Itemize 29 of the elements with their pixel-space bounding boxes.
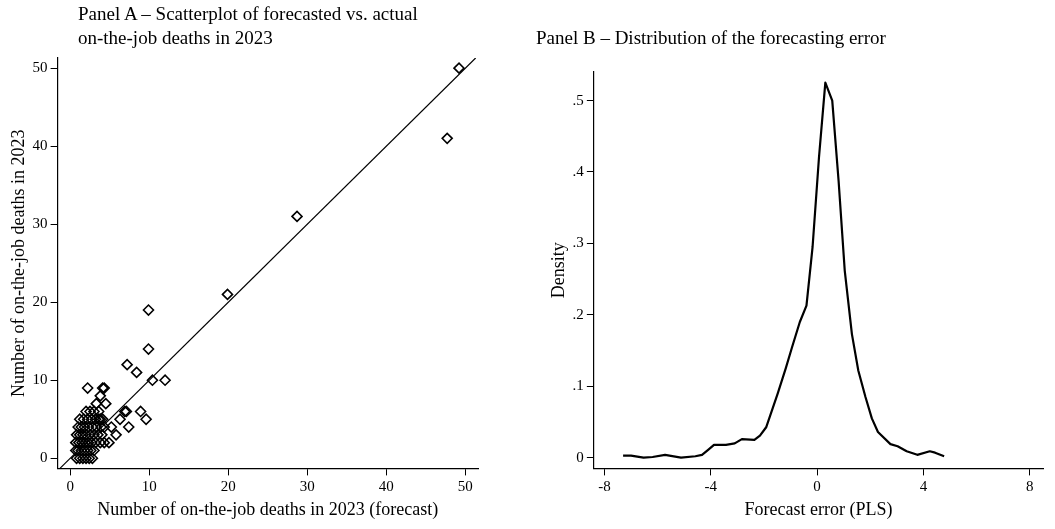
x-tick-label: 0	[813, 478, 821, 495]
x-tick-label: 10	[141, 478, 157, 495]
x-tick-label: 0	[66, 478, 74, 495]
x-tick-label: -8	[598, 478, 611, 495]
y-tick-label: 10	[32, 371, 48, 388]
y-tick-label: 30	[32, 215, 48, 232]
x-tick-label: 20	[220, 478, 236, 495]
y-tick-label: 50	[32, 59, 48, 76]
y-tick-label: 40	[32, 137, 48, 154]
y-axis-title: Number of on-the-job deaths in 2023	[7, 129, 28, 397]
y-tick-label: .4	[572, 162, 585, 179]
y-tick-label: 20	[32, 293, 48, 310]
y-axis-title: Density	[547, 242, 568, 299]
x-tick-label: 8	[1025, 478, 1034, 495]
x-axis-title: Number of on-the-job deaths in 2023 (forecast)	[97, 498, 439, 520]
x-axis-title: Forecast error (PLS)	[744, 498, 893, 520]
y-tick-label: .2	[572, 305, 584, 322]
y-tick-label: .1	[572, 377, 584, 394]
y-tick-label: 0	[40, 449, 48, 466]
x-tick-label: -4	[704, 478, 718, 495]
chart-title: Panel B – Distribution of the forecasting error	[536, 26, 887, 50]
y-tick-label: .3	[572, 234, 584, 251]
y-tick-label: 0	[576, 448, 584, 465]
y-tick-label: .5	[572, 91, 584, 108]
x-tick-label: 30	[299, 478, 315, 495]
x-tick-label: 4	[919, 478, 928, 495]
chart-title: Panel A – Scatterplot of forecasted vs. actual on-the-job deaths in 2023	[78, 2, 418, 50]
x-tick-label: 40	[378, 478, 394, 495]
x-tick-label: 50	[457, 478, 473, 495]
